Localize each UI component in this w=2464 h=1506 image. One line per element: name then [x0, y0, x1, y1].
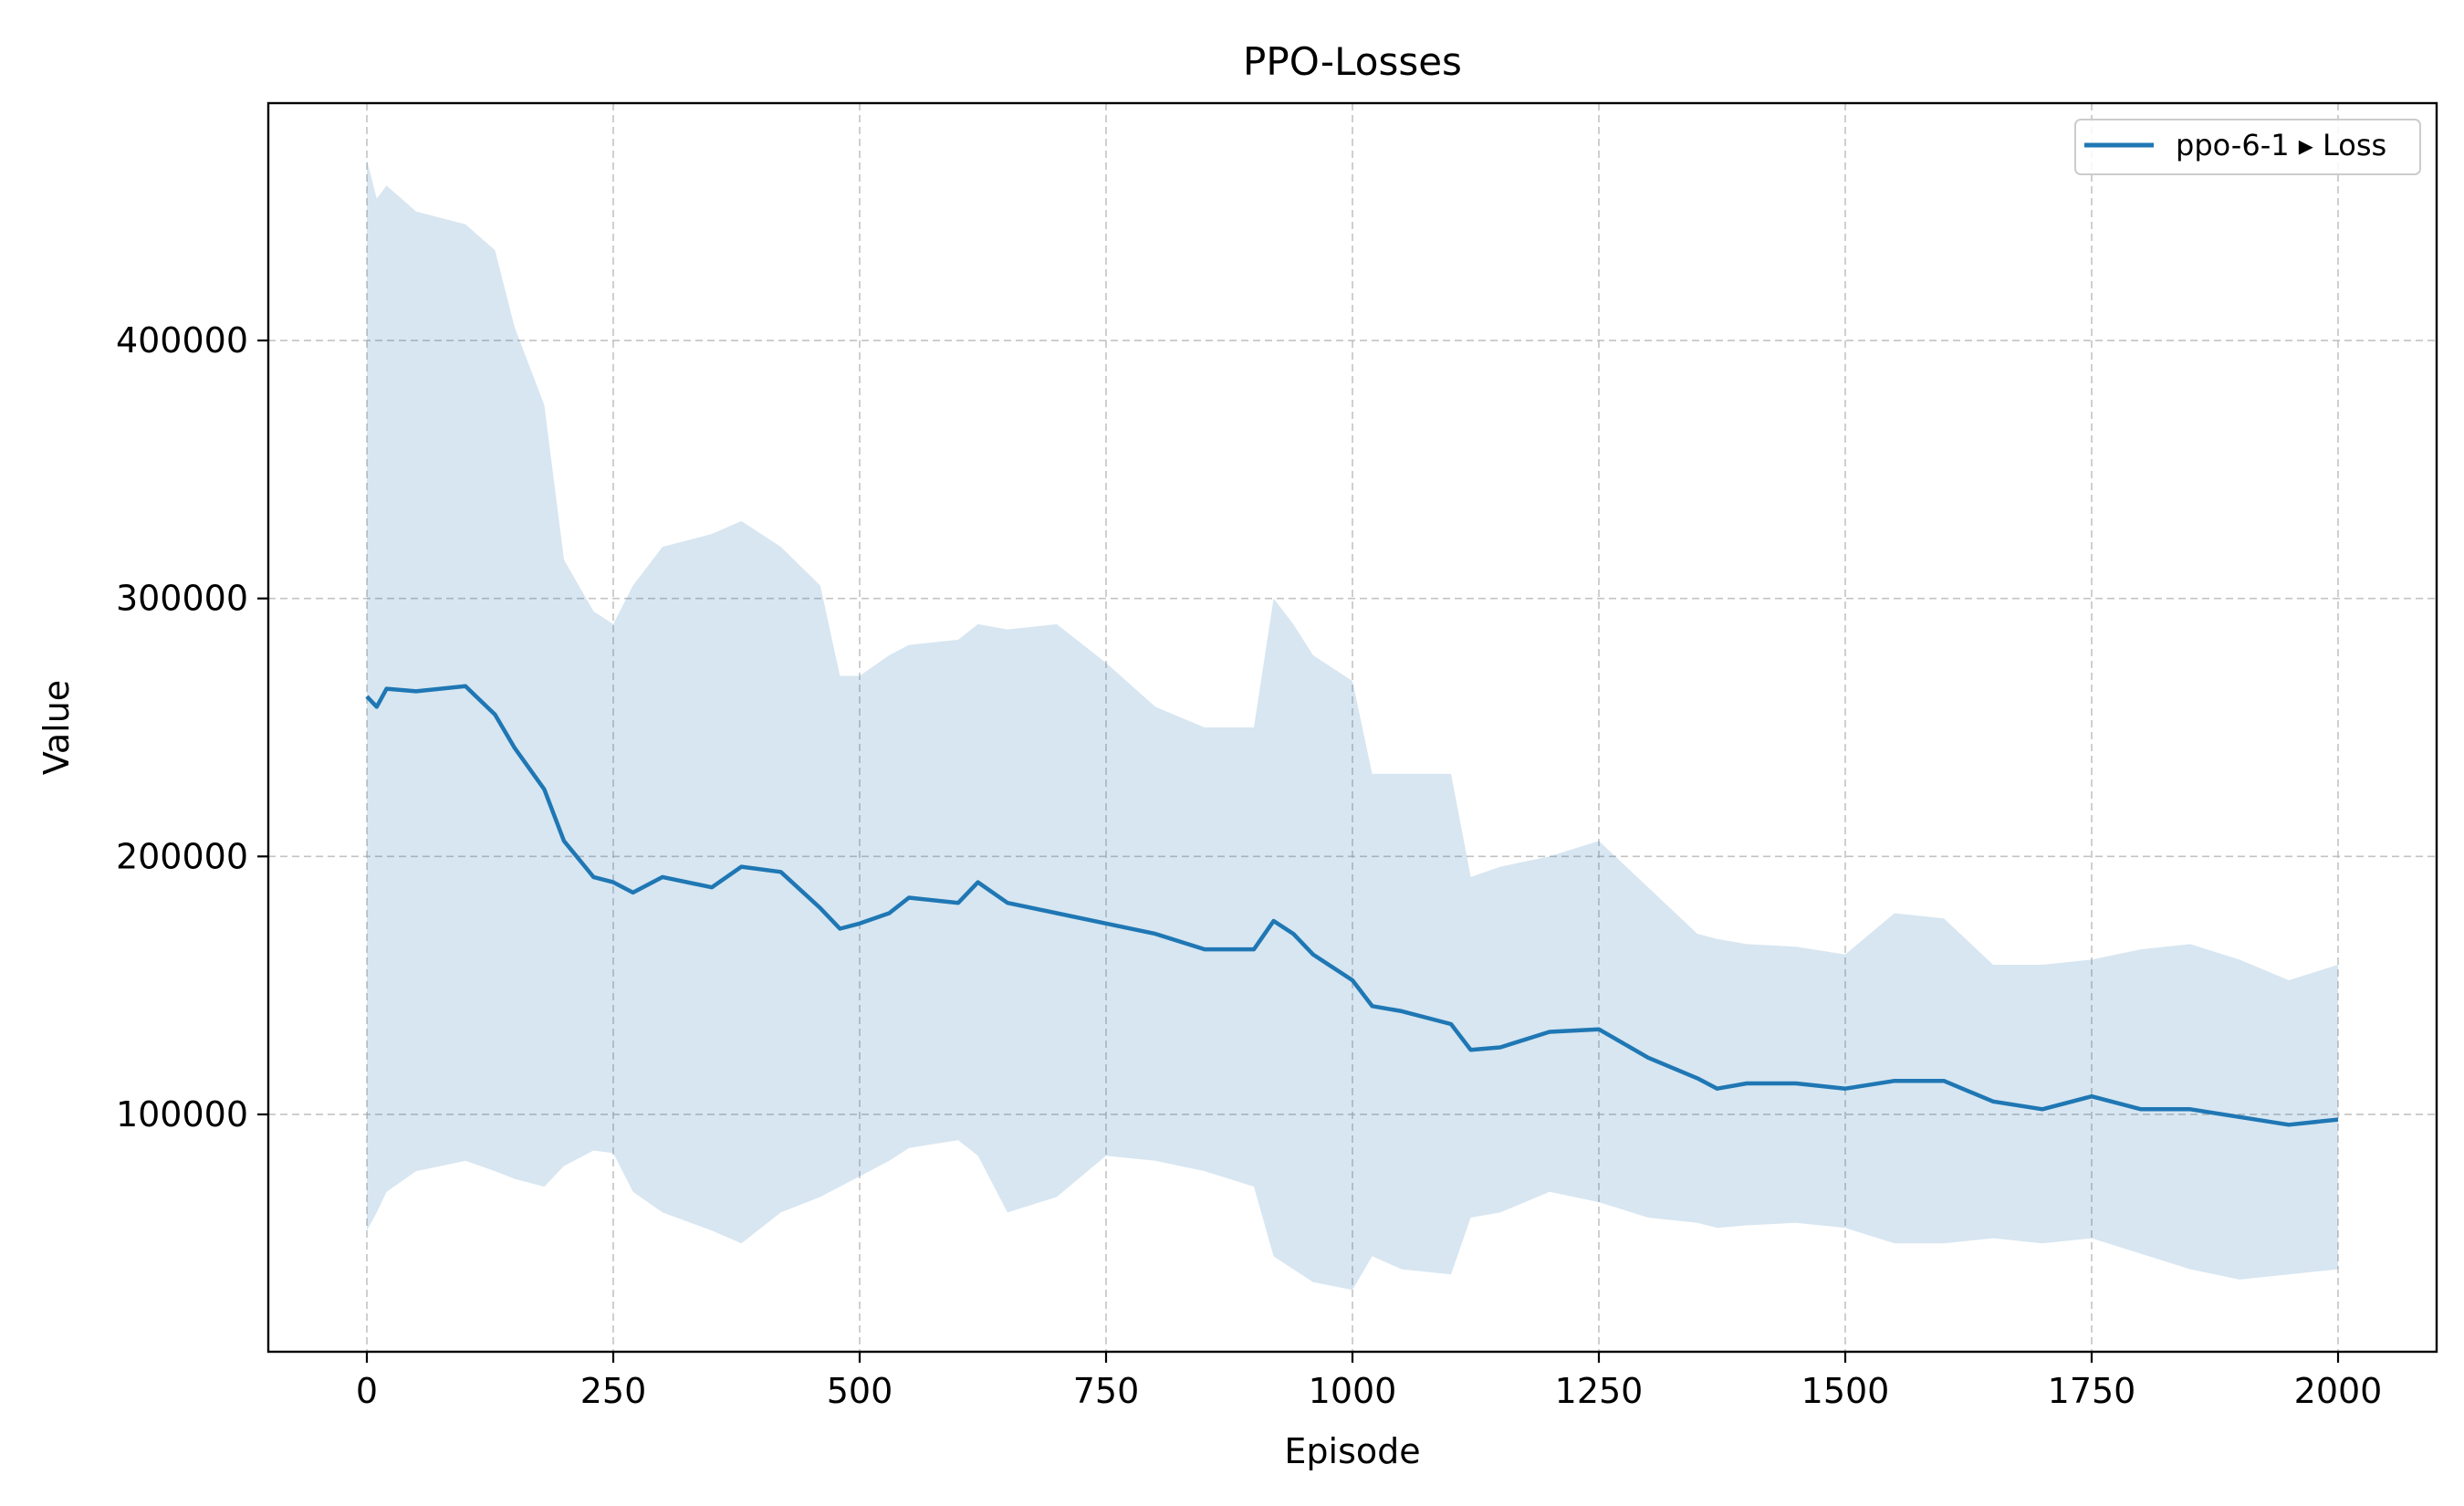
chart-title: PPO-Losses	[1243, 39, 1462, 84]
y-tick-label-1: 200000	[116, 836, 248, 876]
grid	[268, 103, 2437, 1352]
y-tick-label-0: 100000	[116, 1094, 248, 1135]
legend-entry-label: ppo-6-1 ▸ Loss	[2176, 128, 2386, 162]
confidence-band	[367, 160, 2338, 1291]
x-tick-label-5: 1250	[1555, 1371, 1644, 1411]
legend: ppo-6-1 ▸ Loss	[2074, 119, 2421, 175]
series-lines	[365, 684, 2339, 1127]
x-tick-label-3: 750	[1073, 1371, 1140, 1411]
loss-std-band	[367, 160, 2338, 1291]
x-axis-ticks: 0 250 500 750 1000 1250 1500 1750 2000	[356, 1352, 2382, 1411]
y-tick-label-2: 300000	[116, 579, 248, 619]
x-tick-label-7: 1750	[2048, 1371, 2136, 1411]
x-tick-label-6: 1500	[1801, 1371, 1890, 1411]
x-tick-label-4: 1000	[1309, 1371, 1397, 1411]
loss-series-line	[365, 684, 2339, 1127]
x-tick-label-2: 500	[827, 1371, 893, 1411]
y-axis-ticks: 100000 200000 300000 400000	[116, 320, 268, 1135]
y-tick-label-3: 400000	[116, 320, 248, 361]
x-tick-label-1: 250	[580, 1371, 647, 1411]
y-axis-label: Value	[37, 680, 77, 775]
legend-box	[2074, 119, 2421, 175]
x-axis-label: Episode	[1284, 1431, 1420, 1471]
x-tick-label-8: 2000	[2294, 1371, 2383, 1411]
x-tick-label-0: 0	[356, 1371, 378, 1411]
